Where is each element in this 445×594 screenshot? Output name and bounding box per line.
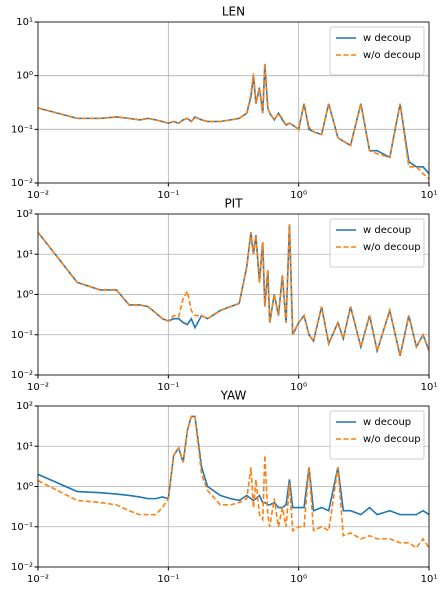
legend: w decoup w/o decoup — [329, 26, 425, 76]
legend-box — [329, 410, 425, 460]
chart-title: LEN — [222, 5, 245, 19]
x-tick-label: 10⁻¹ — [157, 190, 179, 201]
y-tick-label: 10⁰ — [16, 71, 33, 82]
x-tick-label: 10⁻² — [27, 382, 49, 393]
x-tick-label: 10¹ — [421, 574, 438, 585]
x-tick-label: 10⁻¹ — [157, 574, 179, 585]
subplot: YAW 10⁻² 10⁻¹ 10⁰ 10¹ 10⁻² 10⁻¹ 10⁰ 10¹ 10² w deco… — [11, 389, 437, 586]
chart-title: YAW — [220, 389, 247, 403]
y-tick-label: 10⁻¹ — [11, 522, 33, 533]
axes-frame — [37, 405, 430, 568]
y-tick-label: 10⁰ — [16, 290, 33, 301]
legend-label: w/o decoup — [363, 242, 421, 253]
y-tick-label: 10¹ — [16, 249, 33, 260]
series-line — [38, 224, 429, 356]
x-tick-label: 10⁰ — [290, 190, 307, 201]
series-line — [38, 63, 429, 180]
legend-label: w/o decoup — [363, 434, 421, 445]
y-tick-label: 10⁻² — [11, 370, 33, 381]
y-tick-label: 10¹ — [16, 441, 33, 452]
legend-label: w decoup — [363, 417, 411, 428]
y-tick-label: 10⁻¹ — [11, 330, 33, 341]
y-tick-label: 10⁻² — [11, 562, 33, 573]
axes-frame — [37, 213, 430, 376]
x-tick-label: 10⁰ — [290, 574, 307, 585]
x-tick-label: 10⁻² — [27, 574, 49, 585]
legend: w decoup w/o decoup — [329, 410, 425, 460]
legend: w decoup w/o decoup — [329, 218, 425, 268]
legend-label: w decoup — [363, 225, 411, 236]
y-tick-label: 10² — [16, 401, 33, 412]
x-tick-label: 10¹ — [421, 382, 438, 393]
axes-frame — [37, 21, 430, 184]
subplot: PIT 10⁻² 10⁻¹ 10⁰ 10¹ 10⁻² 10⁻¹ 10⁰ 10¹ 10² w deco… — [11, 197, 437, 394]
series-line — [38, 415, 429, 549]
y-tick-label: 10⁰ — [16, 482, 33, 493]
y-tick-label: 10² — [16, 209, 33, 220]
legend-box — [329, 218, 425, 268]
y-tick-label: 10¹ — [16, 17, 33, 28]
chart-title: PIT — [224, 197, 243, 211]
legend-box — [329, 26, 425, 76]
x-tick-label: 10⁻² — [27, 190, 49, 201]
y-tick-label: 10⁻² — [11, 178, 33, 189]
y-tick-label: 10⁻¹ — [11, 124, 33, 135]
legend-label: w decoup — [363, 33, 411, 44]
legend-label: w/o decoup — [363, 50, 421, 61]
x-tick-label: 10⁰ — [290, 382, 307, 393]
x-tick-label: 10⁻¹ — [157, 382, 179, 393]
x-tick-label: 10¹ — [421, 190, 438, 201]
